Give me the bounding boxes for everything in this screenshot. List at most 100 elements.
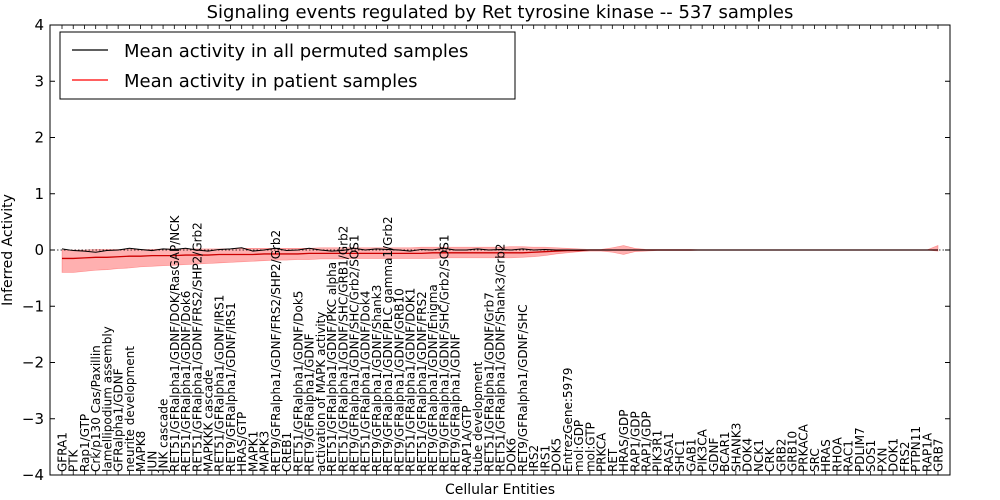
y-tick-label: 1	[34, 185, 44, 203]
x-tick-label: GRB10	[786, 431, 800, 472]
x-axis-label: Cellular Entities	[445, 482, 555, 498]
x-tick-label: lamellipodium assembly	[100, 326, 114, 472]
x-tick-label: RET9/GFRalpha1/GDNF/Enigma	[426, 284, 440, 472]
x-tick-label: RET9/GFRalpha1/GDNF/SHC/Grb2/SOS1	[437, 234, 451, 472]
x-tick-label: RET9/GFRalpha1/GDNF/SHC/Grb2/SOS1	[348, 234, 362, 472]
patient-confidence-band	[61, 245, 939, 273]
x-tick-label: Crk/p130 Cas/Paxillin	[89, 345, 103, 472]
x-tick-label: RASA1	[662, 432, 676, 472]
y-tick-label: 3	[34, 72, 44, 90]
x-tick-label: RET51/GFRalpha1/GDNF/DOK/RasGAP/NCK	[168, 214, 182, 472]
y-tick-label: 0	[34, 241, 44, 259]
x-tick-label: RET51/GFRalpha1/GDNF/DOK1	[404, 288, 418, 472]
x-tick-label: JUN	[145, 451, 159, 473]
x-tick-label: NCK1	[752, 439, 766, 472]
x-tick-label: HRAS/GDP	[617, 409, 631, 472]
y-tick-label: −2	[22, 354, 44, 372]
x-tick-label: activation of MAPK activity	[314, 312, 328, 472]
x-tick-label: RET51/GFRalpha1/GDNF/Grb7	[482, 292, 496, 472]
x-tick-label: RET51/GFRalpha1/GDNF/FRS2	[415, 291, 429, 472]
y-axis-label: Inferred Activity	[0, 194, 16, 306]
x-tick-label: DOK6	[505, 438, 519, 472]
x-tick-label: SRC	[808, 448, 822, 472]
y-tick-label: −3	[22, 410, 44, 428]
x-tick-label: RET51/GFRalpha1/GDNF/SHC/GRB1/Grb2	[336, 226, 350, 472]
x-tick-label: RET9/GFRalpha1/GDNF/Shank3	[370, 285, 384, 472]
y-tick-label: −4	[22, 466, 44, 484]
x-tick-label: IRS1	[538, 445, 552, 472]
x-tick-label: RAP1/GDP	[628, 411, 642, 472]
x-tick-label: RAP1A/GTP	[460, 405, 474, 472]
x-tick-label: mol:GTP	[583, 422, 597, 472]
y-tick-label: 2	[34, 129, 44, 147]
plot-area	[50, 245, 950, 273]
x-tick-label: SHANK3	[729, 423, 743, 472]
x-tick-label: RET51/GFRalpha1/GDNF/Dok4	[359, 291, 373, 472]
x-tick-label: RET9/GFRalpha1/GDNF	[449, 333, 463, 472]
legend-box	[59, 31, 516, 100]
x-tick-label: GFRA1	[56, 432, 70, 472]
x-tick-label: MAPK3	[258, 431, 272, 472]
y-axis: −4 −3 −2 −1 0 1 2 3 4	[22, 16, 950, 484]
x-tick-label: RAP1/GDP	[640, 411, 654, 472]
x-tick-label: PRKACA	[797, 423, 811, 472]
permuted-mean-line	[61, 247, 938, 253]
x-tick-label: neurite development	[123, 346, 137, 472]
x-tick-label: RET9/GFRalpha1/GDNF/SHC	[516, 304, 530, 472]
x-tick-label: PIK3R1	[651, 430, 665, 472]
x-tick-label: SOS1	[864, 440, 878, 472]
x-tick-label: RET9/GFRalpha1/GDNF	[303, 333, 317, 472]
x-tick-label: RAC1	[842, 440, 856, 472]
x-tick-label: PIK3CA	[696, 428, 710, 472]
x-tick-label: RET	[606, 448, 620, 472]
x-tick-label: PTPN11	[909, 426, 923, 472]
x-tick-label: SHC1	[673, 439, 687, 472]
x-tick-label: HRAS/GTP	[235, 412, 249, 472]
x-tick-label: PTK	[67, 448, 81, 472]
x-tick-label: RAP1A	[920, 432, 934, 472]
x-tick-label: GRB7	[932, 438, 946, 472]
x-tick-label: RET51/GFRalpha1/GDNF/FRS2/SHP2/Grb2	[190, 222, 204, 472]
x-tick-label: RET9/GFRalpha1/GDNF/GRB10	[392, 288, 406, 472]
x-tick-label: DOK5	[550, 438, 564, 472]
x-tick-label: RET9/GFRalpha1/GDNF/PLC gamma1/Grb2	[381, 216, 395, 472]
x-tick-label: HRAS	[819, 439, 833, 472]
x-tick-label: JNK cascade	[157, 399, 171, 473]
legend-label-permuted: Mean activity in all permuted samples	[124, 41, 468, 62]
y-tick-label: 4	[34, 16, 44, 34]
x-tick-label: GDNF	[707, 437, 721, 472]
legend: Mean activity in all permuted samples Me…	[59, 31, 516, 100]
x-tick-label: DOK1	[887, 438, 901, 472]
x-tick-label: GRB2	[774, 438, 788, 472]
x-tick-label: tube development	[471, 361, 485, 472]
x-tick-label: RET51/GFRalpha1/GDNF/Dok5	[291, 291, 305, 472]
x-tick-label: BCAR1	[718, 431, 732, 472]
chart-title: Signaling events regulated by Ret tyrosi…	[207, 2, 794, 23]
x-tick-label: IRS2	[527, 445, 541, 472]
legend-label-patient: Mean activity in patient samples	[124, 71, 418, 92]
x-tick-label: RET51/GFRalpha1/GDNF/IRS1	[213, 295, 227, 472]
x-tick-label: PDLIM7	[853, 427, 867, 472]
x-tick-label: Rap1/GTP	[78, 414, 92, 472]
x-tick-label: PRKCA	[595, 432, 609, 472]
x-tick-label: RET9/GFRalpha1/GDNF/IRS1	[224, 302, 238, 472]
x-tick-label: MAPKKK cascade	[202, 370, 216, 472]
x-tick-label: GFRalpha1/GDNF	[112, 368, 126, 472]
x-tick-label: RET51/GFRalpha1/GDNF/Dok6	[179, 291, 193, 472]
x-tick-label: RET51/GFRalpha1/GDNF/PKC alpha	[325, 262, 339, 472]
x-tick-label: FRS2	[898, 442, 912, 473]
x-tick-label: MAPK1	[246, 431, 260, 472]
y-tick-label: −1	[22, 297, 44, 315]
x-tick-label: MAPK8	[134, 431, 148, 472]
x-tick-label: CREB1	[280, 432, 294, 472]
x-tick-label: EntrezGene:5979	[561, 367, 575, 472]
x-tick-label: mol:GDP	[572, 420, 586, 472]
x-tick-label: RET9/GFRalpha1/GDNF/FRS2/SHP2/Grb2	[269, 230, 283, 472]
x-tick-label: RHOA	[830, 436, 844, 472]
x-tick-label: GAB1	[684, 439, 698, 472]
x-tick-label: CRK	[763, 446, 777, 472]
x-tick-label: RET51/GFRalpha1/GDNF/Shank3/Grb2	[494, 243, 508, 472]
x-tick-label: DOK4	[741, 438, 755, 472]
